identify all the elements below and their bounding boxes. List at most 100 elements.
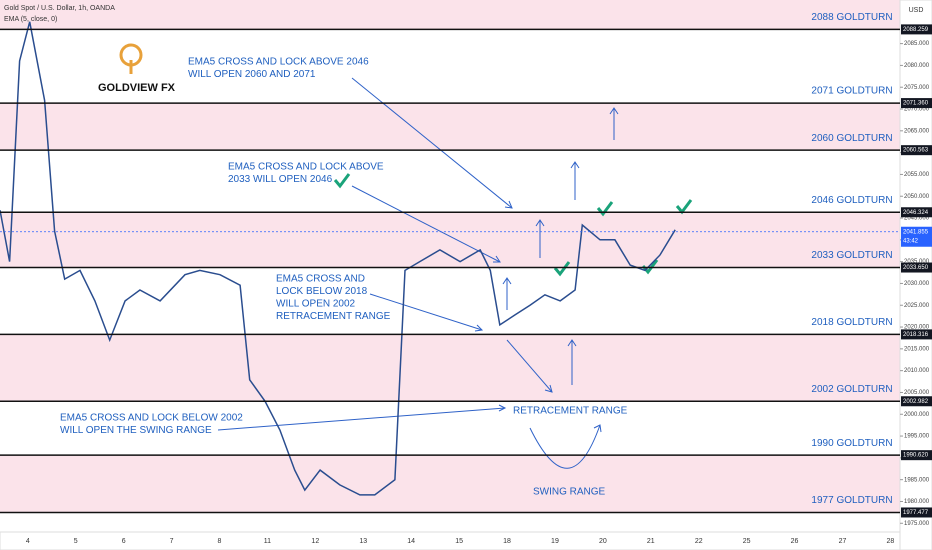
- zone: [0, 0, 900, 30]
- level-tag: [901, 145, 932, 156]
- annotation: WILL OPEN 2060 AND 2071: [188, 69, 316, 80]
- goldturn-label: 2033 GOLDTURN: [811, 250, 892, 261]
- x-tick-label: 19: [551, 538, 559, 545]
- x-tick-label: 5: [74, 538, 78, 545]
- arrows: [217, 77, 619, 469]
- x-tick-label: 15: [455, 538, 463, 545]
- x-tick-label: 18: [503, 538, 511, 545]
- level-tag: [901, 207, 932, 218]
- level-tag-label: 2071.360: [903, 101, 929, 107]
- current-price-tag: [901, 226, 932, 247]
- goldturn-label: 2060 GOLDTURN: [811, 133, 892, 144]
- level-tag-label: 2060.563: [903, 148, 929, 154]
- goldturn-label: 1977 GOLDTURN: [811, 495, 892, 506]
- level-tag: [901, 507, 932, 518]
- symbol-title: Gold Spot / U.S. Dollar, 1h, OANDA: [4, 5, 115, 12]
- annotation: WILL OPEN THE SWING RANGE: [60, 425, 212, 436]
- annotation: EMA5 CROSS AND LOCK BELOW 2002: [60, 413, 243, 424]
- zone: [0, 267, 900, 335]
- level-tag: [901, 24, 932, 35]
- level-tag-label: 2088.259: [903, 27, 929, 33]
- y-tick-label: 1995.000: [904, 434, 930, 440]
- level-tag-label: 2002.982: [903, 399, 929, 405]
- currency: USD: [909, 7, 924, 14]
- y-tick-label: 2000.000: [904, 412, 930, 418]
- zone: [0, 29, 900, 104]
- goldturn-label: 2071 GOLDTURN: [811, 86, 892, 97]
- x-tick-label: 14: [407, 538, 415, 545]
- annotation: EMA5 CROSS AND LOCK ABOVE 2046: [188, 57, 369, 68]
- y-tick-label: 1980.000: [904, 499, 930, 505]
- current-price-label: 2041.855: [903, 229, 929, 235]
- y-tick-label: 2055.000: [904, 172, 930, 178]
- x-tick-label: 26: [791, 538, 799, 545]
- level-tag: [901, 329, 932, 340]
- x-tick-label: 6: [122, 538, 126, 545]
- y-tick-label: 2030.000: [904, 281, 930, 287]
- zone: [0, 401, 900, 456]
- y-tick-label: 1985.000: [904, 477, 930, 483]
- goldturn-label: 2018 GOLDTURN: [811, 317, 892, 328]
- level-tag: [901, 450, 932, 461]
- y-tick-label: 2075.000: [904, 85, 930, 91]
- level-tag-label: 1977.477: [903, 510, 929, 516]
- annotation: SWING RANGE: [533, 487, 606, 498]
- price-axis: [899, 0, 932, 550]
- zone: [0, 512, 900, 532]
- annotation: LOCK BELOW 2018: [276, 286, 368, 297]
- goldturn-label: 2046 GOLDTURN: [811, 195, 892, 206]
- annotation: EMA5 CROSS AND: [276, 274, 365, 285]
- zone: [0, 103, 900, 151]
- indicator: EMA (5, close, 0): [4, 16, 57, 23]
- y-tick-label: 2015.000: [904, 346, 930, 352]
- level-tag: [901, 396, 932, 407]
- x-tick-label: 11: [264, 538, 271, 545]
- y-tick-label: 2010.000: [904, 368, 930, 374]
- x-tick-label: 22: [695, 538, 703, 545]
- y-tick-label: 2070.000: [904, 107, 930, 113]
- x-tick-label: 13: [359, 538, 367, 545]
- y-tick-label: 2080.000: [904, 63, 930, 69]
- level-tag: [901, 262, 932, 273]
- goldturn-label: 2088 GOLDTURN: [811, 12, 892, 23]
- logo: GOLDVIEW FX: [98, 43, 176, 94]
- y-tick-label: 2085.000: [904, 41, 930, 47]
- x-tick-label: 28: [887, 538, 895, 545]
- y-tick-label: 2020.000: [904, 325, 930, 331]
- x-tick-label: 7: [170, 538, 174, 545]
- price-line: [0, 21, 676, 496]
- zone: [0, 212, 900, 268]
- logo-text: GOLDVIEW FX: [98, 82, 176, 94]
- zone: [0, 455, 900, 513]
- level-tag-label: 2046.324: [903, 210, 929, 216]
- y-tick-label: 2065.000: [904, 128, 930, 134]
- y-tick-label: 2045.000: [904, 216, 930, 222]
- goldturn-label: 1990 GOLDTURN: [811, 438, 892, 449]
- y-tick-label: 2025.000: [904, 303, 930, 309]
- annotation: 2033 WILL OPEN 2046: [228, 174, 333, 185]
- annotation: EMA5 CROSS AND LOCK ABOVE: [228, 162, 384, 173]
- countdown: 43:42: [903, 238, 919, 244]
- x-tick-label: 20: [599, 538, 607, 545]
- annotation: WILL OPEN 2002: [276, 299, 356, 310]
- zone: [0, 334, 900, 402]
- y-tick-label: 1975.000: [904, 521, 930, 527]
- level-tag-label: 2033.650: [903, 265, 929, 271]
- x-tick-label: 12: [311, 538, 319, 545]
- annotation: RETRACEMENT RANGE: [513, 406, 628, 417]
- x-tick-label: 4: [26, 538, 30, 545]
- zone: [0, 150, 900, 213]
- x-tick-label: 8: [218, 538, 222, 545]
- y-tick-label: 2035.000: [904, 259, 930, 265]
- annotation: RETRACEMENT RANGE: [276, 311, 391, 322]
- level-tag: [901, 98, 932, 109]
- y-tick-label: 2005.000: [904, 390, 930, 396]
- marks: 2088.259 2088 GOLDTURN 2071.360 2071 GOLDTU…: [0, 12, 932, 518]
- y-tick-label: 2050.000: [904, 194, 930, 200]
- x-tick-label: 27: [839, 538, 847, 545]
- x-tick-label: 21: [647, 538, 655, 545]
- x-tick-label: 25: [743, 538, 751, 545]
- level-tag-label: 1990.620: [903, 453, 929, 459]
